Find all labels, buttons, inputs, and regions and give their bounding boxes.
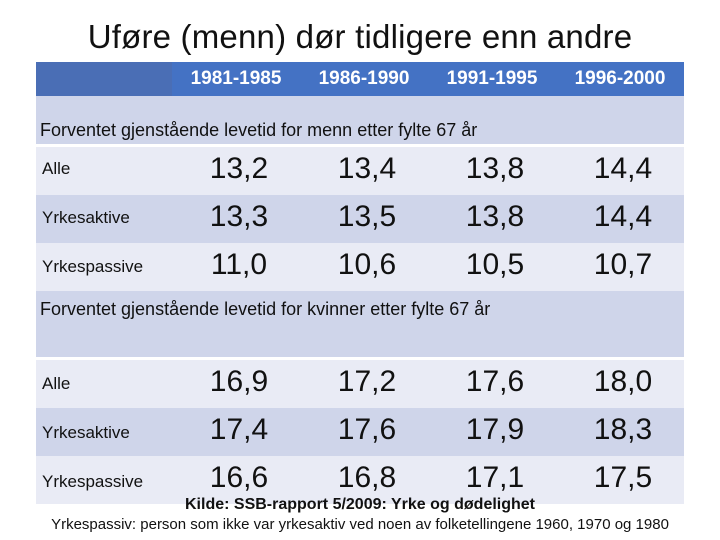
value-cell: 13,5	[337, 200, 397, 233]
section-heading-men: Forventet gjenstående levetid for menn e…	[40, 120, 478, 140]
table-row	[36, 195, 684, 243]
value-cell: 13,8	[465, 152, 525, 185]
value-cell: 16,8	[337, 461, 397, 494]
row-label: Yrkespassive	[42, 472, 144, 491]
value-cell: 17,9	[465, 413, 525, 446]
footnote: Yrkespassiv: person som ikke var yrkesak…	[51, 516, 669, 533]
page-title: Uføre (menn) dør tidligere enn andre	[87, 18, 633, 55]
header-corner-cell	[36, 62, 172, 96]
header-period-3: 1991-1995	[446, 68, 538, 89]
value-cell: 18,0	[593, 365, 653, 398]
value-cell: 18,3	[593, 413, 653, 446]
value-cell: 17,1	[465, 461, 525, 494]
table-row	[36, 147, 684, 195]
table-row	[36, 243, 684, 291]
value-cell: 14,4	[593, 200, 653, 233]
row-label: Alle	[42, 374, 71, 393]
value-cell: 13,4	[337, 152, 397, 185]
header-period-1: 1981-1985	[190, 68, 282, 89]
header-period-2: 1986-1990	[318, 68, 410, 89]
value-cell: 11,0	[210, 248, 268, 281]
value-cell: 10,7	[593, 248, 653, 281]
value-cell: 17,4	[209, 413, 269, 446]
section-heading-women: Forventet gjenstående levetid for kvinne…	[40, 299, 491, 319]
value-cell: 10,5	[465, 248, 525, 281]
table-row	[36, 360, 684, 408]
header-period-4: 1996-2000	[574, 68, 666, 89]
value-cell: 17,5	[593, 461, 653, 494]
row-label: Yrkesaktive	[42, 208, 130, 227]
table-row	[36, 456, 684, 504]
section-band-women	[36, 291, 684, 357]
value-cell: 14,4	[593, 152, 653, 185]
row-label: Yrkesaktive	[42, 423, 130, 442]
row-label: Alle	[42, 159, 71, 178]
value-cell: 10,6	[337, 248, 397, 281]
section-band-men	[36, 96, 684, 144]
table-header: 1981-1985 1986-1990 1991-1995 1996-2000	[36, 62, 684, 96]
value-cell: 13,3	[209, 200, 269, 233]
value-cell: 16,6	[209, 461, 269, 494]
row-label: Yrkespassive	[42, 257, 144, 276]
value-cell: 13,2	[209, 152, 269, 185]
value-cell: 13,8	[465, 200, 525, 233]
value-cell: 17,6	[337, 413, 397, 446]
value-cell: 17,6	[465, 365, 525, 398]
table-row	[36, 408, 684, 456]
value-cell: 16,9	[209, 365, 269, 398]
value-cell: 17,2	[337, 365, 397, 398]
source-citation: Kilde: SSB-rapport 5/2009: Yrke og dødel…	[185, 496, 535, 513]
